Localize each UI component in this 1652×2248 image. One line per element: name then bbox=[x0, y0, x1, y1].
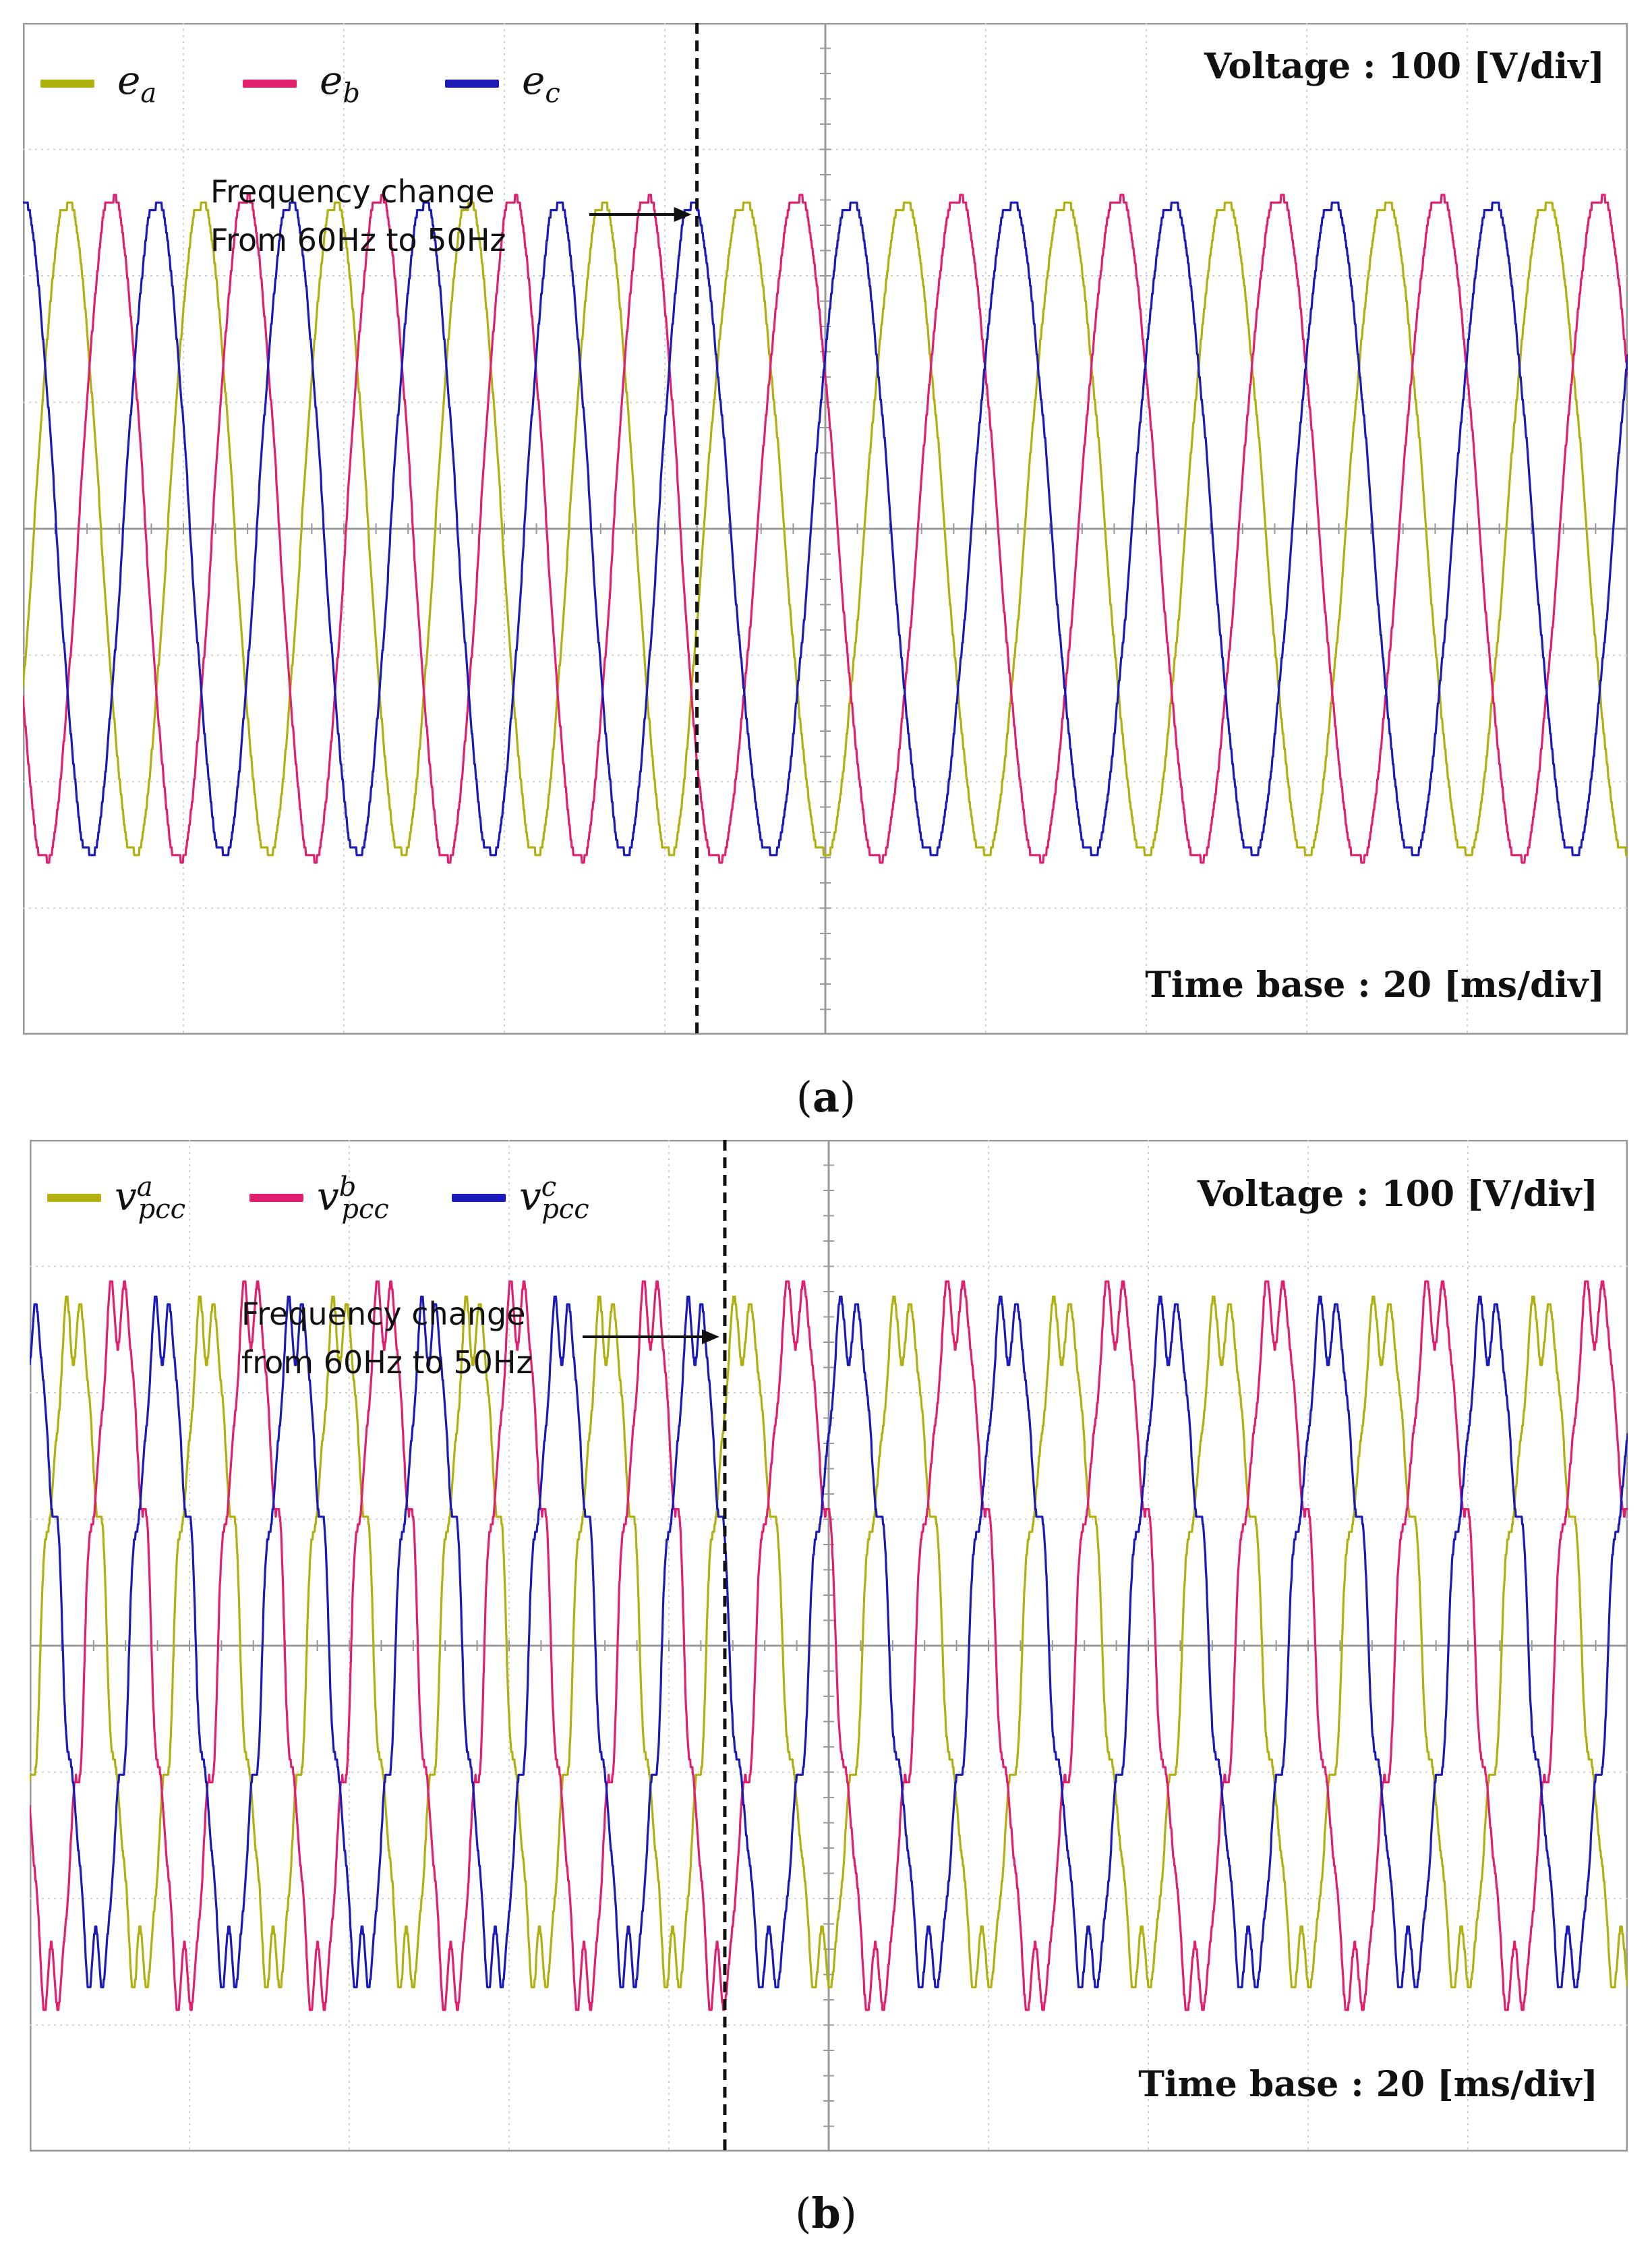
center-ticks bbox=[30, 1140, 1628, 2152]
caption-b: (b) bbox=[795, 2189, 857, 2238]
waveform-plot-b bbox=[30, 1140, 1628, 2152]
frequency-change-annotation-a: Frequency change From 60Hz to 50Hz bbox=[210, 167, 506, 264]
waveform-c bbox=[30, 1295, 1628, 1988]
legend-item-va: vapcc bbox=[47, 1174, 185, 1223]
legend-item-vc: vcpcc bbox=[452, 1174, 589, 1223]
waveform-a bbox=[30, 1295, 1628, 1988]
waveform-b bbox=[23, 194, 1628, 864]
annotation-line-1-a: Frequency change bbox=[210, 173, 495, 210]
waveform-c bbox=[23, 201, 1628, 857]
annotation-line-2-a: From 60Hz to 50Hz bbox=[210, 222, 506, 258]
legend-label-ec: ec bbox=[522, 57, 560, 109]
legend-label-va: vapcc bbox=[115, 1172, 186, 1225]
caption-a: (a) bbox=[796, 1072, 856, 1122]
waveforms bbox=[23, 194, 1628, 864]
waveform-plot-a bbox=[23, 23, 1628, 1035]
legend-swatch-ec bbox=[445, 80, 499, 88]
legend-label-vb: vbpcc bbox=[317, 1172, 389, 1225]
legend-swatch-ea bbox=[40, 80, 94, 88]
legend-item-vb: vbpcc bbox=[249, 1174, 389, 1223]
frequency-change-annotation-b: Frequency change from 60Hz to 50Hz bbox=[241, 1290, 533, 1387]
legend-label-ea: ea bbox=[117, 57, 157, 109]
voltage-scale-a: Voltage : 100 [V/div] bbox=[1204, 46, 1605, 87]
waveforms bbox=[30, 1280, 1628, 2011]
oscilloscope-screen-b bbox=[30, 1140, 1628, 2152]
legend-swatch-eb bbox=[243, 80, 297, 88]
oscilloscope-screen-a bbox=[23, 23, 1628, 1035]
voltage-scale-b: Voltage : 100 [V/div] bbox=[1197, 1174, 1598, 1215]
annotation-line-1-b: Frequency change bbox=[241, 1296, 526, 1332]
legend-label-vc: vcpcc bbox=[519, 1172, 589, 1225]
time-base-a: Time base : 20 [ms/div] bbox=[1145, 964, 1605, 1006]
waveform-b bbox=[30, 1280, 1628, 2011]
annotation-line-2-b: from 60Hz to 50Hz bbox=[241, 1344, 533, 1381]
annotation-arrow-head bbox=[674, 207, 692, 222]
legend-swatch-va bbox=[47, 1194, 101, 1203]
time-base-b: Time base : 20 [ms/div] bbox=[1138, 2064, 1598, 2105]
legend-item-ec: ec bbox=[445, 61, 560, 107]
legend-swatch-vb bbox=[249, 1194, 303, 1203]
legend-label-eb: eb bbox=[320, 57, 360, 109]
legend-swatch-vc bbox=[452, 1194, 506, 1203]
annotation-arrow-head bbox=[701, 1329, 719, 1344]
legend-item-ea: ea bbox=[40, 61, 156, 107]
legend-item-eb: eb bbox=[243, 61, 360, 107]
